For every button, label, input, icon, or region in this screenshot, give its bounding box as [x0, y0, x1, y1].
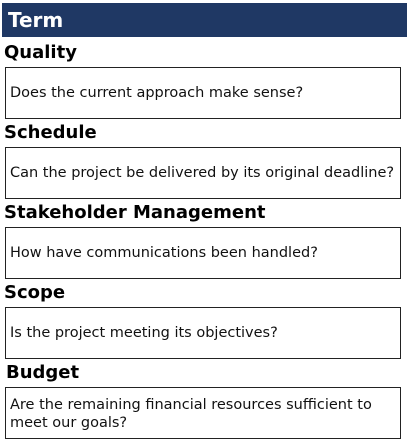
term-description-quality: Does the current approach make sense?: [10, 85, 304, 101]
term-title-budget: Budget: [6, 362, 80, 383]
term-description-schedule: Can the project be delivered by its orig…: [10, 165, 395, 181]
term-description-budget: Are the remaining financial resources su…: [10, 397, 372, 431]
term-title-scope: Scope: [4, 282, 66, 303]
term-box-schedule: Can the project be delivered by its orig…: [5, 147, 401, 199]
term-box-quality: Does the current approach make sense?: [5, 67, 401, 119]
term-title-schedule: Schedule: [4, 122, 97, 143]
term-box-scope: Is the project meeting its objectives?: [5, 307, 401, 359]
table-header: Term: [2, 3, 407, 37]
term-description-scope: Is the project meeting its objectives?: [10, 325, 278, 341]
term-box-budget: Are the remaining financial resources su…: [5, 387, 401, 439]
term-description-stakeholder-management: How have communications been handled?: [10, 245, 318, 261]
term-box-stakeholder-management: How have communications been handled?: [5, 227, 401, 279]
term-title-quality: Quality: [4, 42, 77, 63]
header-title: Term: [8, 8, 64, 32]
term-title-stakeholder-management: Stakeholder Management: [4, 202, 266, 223]
